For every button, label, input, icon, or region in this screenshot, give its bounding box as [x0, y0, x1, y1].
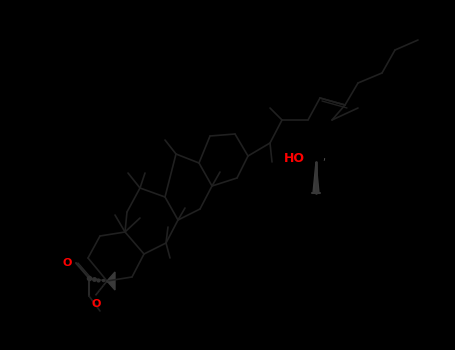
Polygon shape — [313, 162, 319, 193]
Text: O: O — [63, 258, 72, 268]
Polygon shape — [107, 272, 115, 290]
Text: HO: HO — [284, 153, 305, 166]
Text: ,: , — [322, 152, 325, 162]
Text: O: O — [91, 299, 101, 309]
